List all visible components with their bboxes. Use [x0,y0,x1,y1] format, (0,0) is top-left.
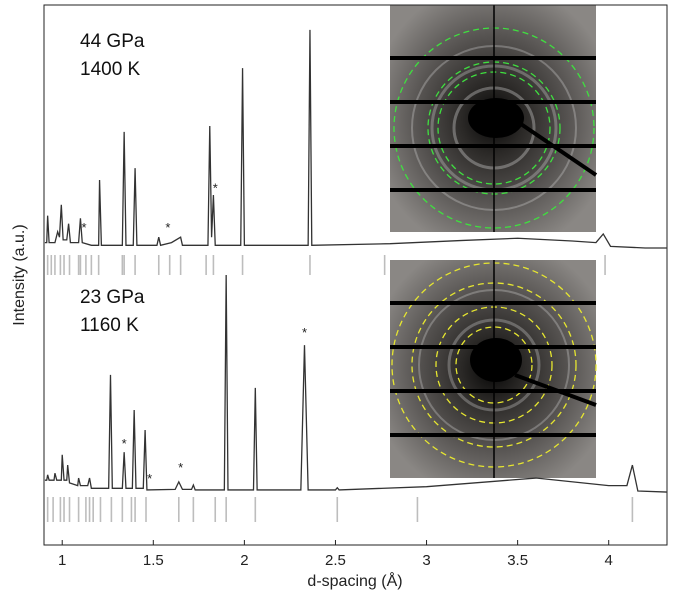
condition-label: 1400 K [80,59,141,80]
peak-marker: * [82,220,87,235]
spectrum-line [44,274,668,493]
x-tick-label: 3.5 [507,552,528,569]
inset-top [390,5,598,232]
x-tick-label: 2.5 [325,552,346,569]
plot-frame [43,4,668,546]
inset-bottom [390,260,597,478]
x-tick-label: 4 [605,552,613,569]
peak-marker: * [213,181,218,196]
spectrum-line [44,29,667,249]
x-tick-label: 1.5 [143,552,164,569]
peak-marker: * [122,436,127,451]
y-axis-label: Intensity (a.u.) [11,224,28,325]
x-tick-label: 1 [58,552,66,569]
condition-label: 1160 K [80,315,139,336]
peak-marker: * [147,471,152,486]
condition-label: 44 GPa [80,31,145,52]
x-axis-label: d-spacing (Å) [307,571,402,590]
condition-label: 23 GPa [80,287,145,308]
peak-marker: * [178,460,183,475]
peak-marker: * [302,325,307,340]
x-tick-label: 2 [240,552,248,569]
x-tick-label: 3 [422,552,430,569]
peak-marker: * [165,220,170,235]
